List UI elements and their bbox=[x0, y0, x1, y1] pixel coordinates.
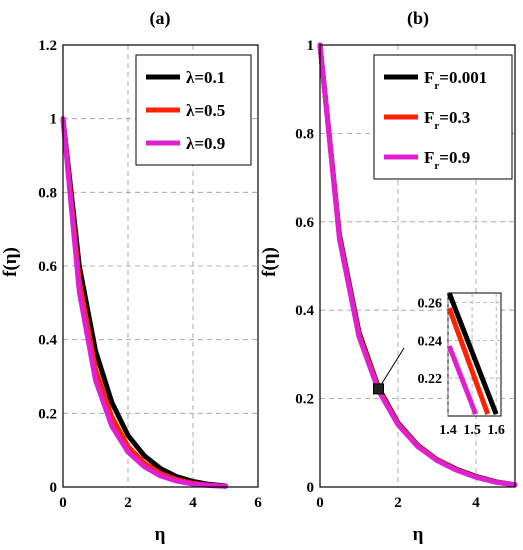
y-tick-label: 0.8 bbox=[38, 185, 57, 201]
series-line-2 bbox=[60, 116, 228, 489]
y-tick-label: 0 bbox=[50, 480, 58, 496]
inset-x-tick-label: 1.6 bbox=[487, 423, 505, 438]
panel-a-x-label: η bbox=[155, 524, 166, 545]
inset-x-tick-label: 1.5 bbox=[463, 423, 481, 438]
panel-a-x-ticks: 0 2 4 6 bbox=[59, 495, 262, 511]
y-tick-label: 0.2 bbox=[295, 392, 314, 408]
panel-b-x-label: η bbox=[413, 524, 424, 545]
y-tick-label: 1 bbox=[307, 38, 315, 54]
legend-label: λ=0.5 bbox=[186, 101, 225, 120]
inset-y-tick-label: 0.22 bbox=[418, 372, 443, 387]
zoom-connector bbox=[378, 347, 405, 390]
series-line-0 bbox=[60, 116, 228, 489]
panel-b-y-ticks: 0 0.2 0.4 0.6 0.8 1 bbox=[295, 38, 314, 496]
y-tick-label: 0.2 bbox=[38, 406, 57, 422]
panel-b-y-label: f(η) bbox=[259, 247, 280, 277]
inset-line-0 bbox=[446, 292, 499, 416]
panel-b-inset: 0.22 0.24 0.26 1.4 1.5 1.6 bbox=[373, 292, 505, 438]
panel-a-legend: λ=0.1 λ=0.5 λ=0.9 bbox=[135, 54, 252, 166]
inset-y-tick-label: 0.24 bbox=[418, 334, 443, 349]
legend-label: Fr=0.3 bbox=[424, 108, 470, 132]
panel-a-lines bbox=[60, 116, 228, 489]
inset-x-tick-label: 1.4 bbox=[439, 423, 457, 438]
y-tick-label: 0.8 bbox=[295, 126, 314, 142]
series-line-2 bbox=[317, 42, 518, 488]
x-tick-label: 0 bbox=[316, 495, 324, 511]
y-tick-label: 0.6 bbox=[38, 259, 57, 275]
panel-b-x-ticks: 0 2 4 bbox=[316, 495, 480, 511]
x-tick-label: 2 bbox=[394, 495, 402, 511]
y-tick-label: 0 bbox=[307, 480, 315, 496]
panel-b-legend: Fr=0.001 Fr=0.3 Fr=0.9 bbox=[373, 54, 513, 180]
panel-a-frame bbox=[62, 44, 259, 488]
legend-label: λ=0.1 bbox=[186, 68, 225, 87]
y-tick-label: 0.4 bbox=[295, 303, 314, 319]
panel-b-lines bbox=[317, 42, 518, 488]
panel-a-y-ticks: 0 0.2 0.4 0.6 0.8 1 1.2 bbox=[38, 38, 57, 496]
inset-line-1 bbox=[446, 307, 491, 415]
legend-label: λ=0.9 bbox=[186, 134, 225, 153]
panel-a-title: (a) bbox=[150, 8, 171, 29]
x-tick-label: 0 bbox=[59, 495, 67, 511]
y-tick-label: 1.2 bbox=[38, 38, 57, 54]
legend-label: Fr=0.001 bbox=[424, 68, 487, 92]
inset-y-tick-label: 0.26 bbox=[418, 296, 443, 311]
panel-b-title: (b) bbox=[407, 8, 429, 29]
panel-a-y-label: f(η) bbox=[0, 247, 21, 277]
x-tick-label: 2 bbox=[124, 495, 132, 511]
zoom-marker bbox=[373, 383, 384, 395]
x-tick-label: 6 bbox=[254, 495, 262, 511]
panel-b-frame bbox=[319, 44, 516, 488]
inset-line-2 bbox=[446, 345, 479, 416]
legend-label: Fr=0.9 bbox=[424, 148, 470, 172]
x-tick-label: 4 bbox=[472, 495, 480, 511]
x-tick-label: 4 bbox=[189, 495, 197, 511]
y-tick-label: 0.4 bbox=[38, 333, 57, 349]
y-tick-label: 0.6 bbox=[295, 215, 314, 231]
y-tick-label: 1 bbox=[50, 112, 58, 128]
